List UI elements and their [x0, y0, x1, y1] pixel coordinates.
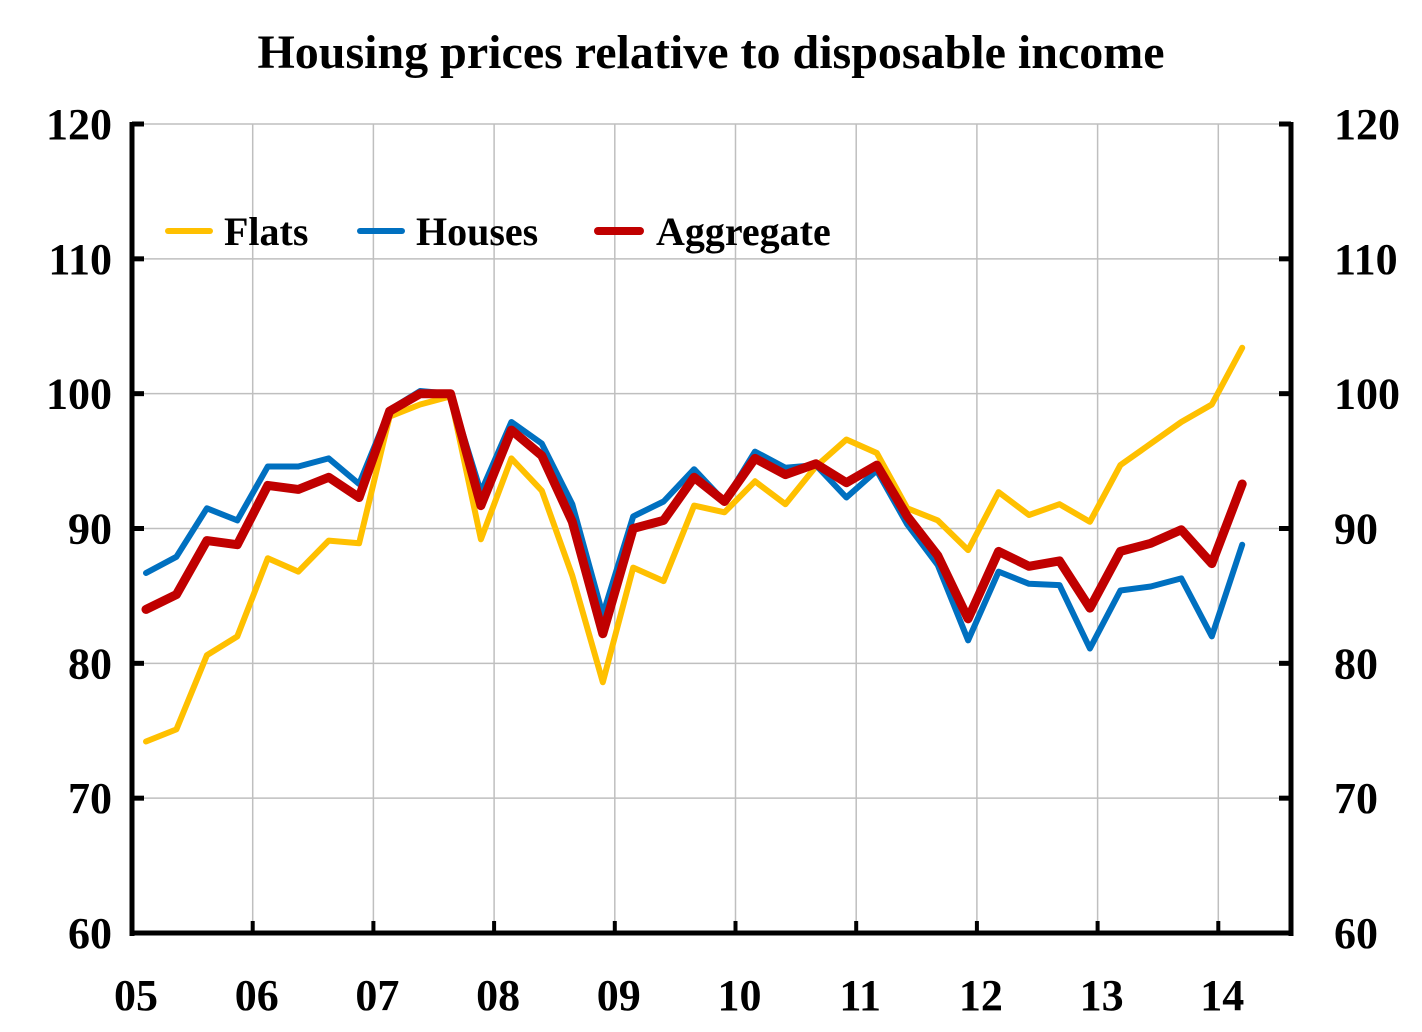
chart-title: Housing prices relative to disposable in… [257, 26, 1164, 79]
axes [129, 121, 1294, 936]
y-tick-label-left: 70 [68, 774, 112, 823]
legend: Flats Houses Aggregate [165, 209, 831, 254]
y-tick-label-right: 70 [1334, 774, 1378, 823]
x-tick-label: 10 [718, 971, 762, 1020]
y-tick-label-right: 100 [1334, 370, 1400, 419]
legend-label-flats: Flats [224, 209, 308, 254]
x-tick-label: 14 [1200, 971, 1244, 1020]
x-tick-label: 07 [355, 971, 399, 1020]
y-tick-label-left: 80 [68, 639, 112, 688]
y-tick-label-left: 100 [46, 370, 112, 419]
x-axis-labels: 05 06 07 08 09 10 11 12 13 14 [114, 971, 1244, 1020]
legend-label-houses: Houses [416, 209, 538, 254]
x-tick-label: 08 [476, 971, 520, 1020]
y-tick-label-left: 110 [48, 235, 112, 284]
y-axis-left-labels: 60 70 80 90 100 110 120 [46, 100, 112, 958]
x-tick-label: 11 [839, 971, 881, 1020]
y-tick-label-right: 60 [1334, 909, 1378, 958]
y-tick-label-left: 60 [68, 909, 112, 958]
x-tick-label: 12 [959, 971, 1003, 1020]
y-tick-label-right: 120 [1334, 100, 1400, 149]
y-tick-label-right: 90 [1334, 505, 1378, 554]
y-tick-label-right: 80 [1334, 639, 1378, 688]
x-tick-label: 05 [114, 971, 158, 1020]
series-line-aggregate [141, 389, 1247, 639]
y-tick-label-left: 90 [68, 505, 112, 554]
x-tick-label: 13 [1080, 971, 1124, 1020]
x-tick-label: 06 [235, 971, 279, 1020]
series-line-houses [143, 388, 1246, 652]
series-layer [141, 344, 1247, 745]
series-line-flats [143, 344, 1246, 745]
x-tick-label: 09 [597, 971, 641, 1020]
y-tick-label-right: 110 [1334, 235, 1398, 284]
legend-label-aggregate: Aggregate [656, 209, 831, 254]
y-axis-right-labels: 60 70 80 90 100 110 120 [1334, 100, 1400, 958]
y-tick-label-left: 120 [46, 100, 112, 149]
